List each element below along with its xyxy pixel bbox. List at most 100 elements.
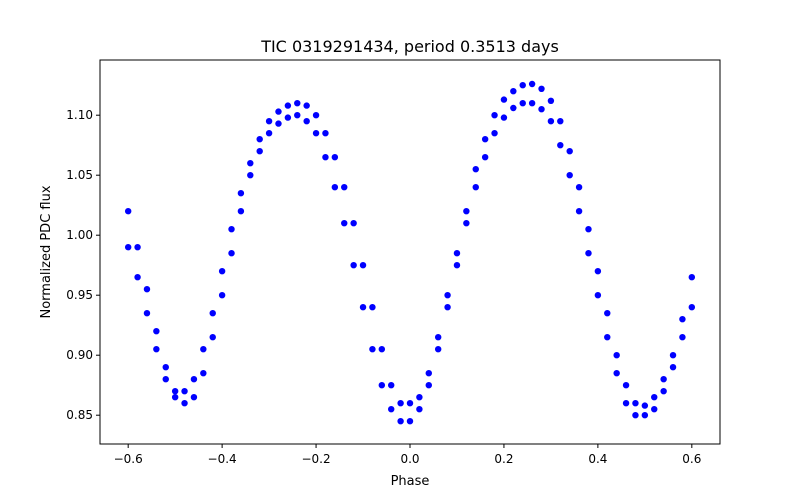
data-point <box>472 166 479 173</box>
data-point <box>632 400 639 407</box>
data-point <box>641 412 649 419</box>
data-point <box>228 226 235 233</box>
data-point <box>134 274 141 281</box>
data-point <box>369 346 376 353</box>
data-point <box>585 250 592 257</box>
data-point <box>228 250 235 257</box>
data-point <box>237 190 245 197</box>
data-point <box>679 334 686 341</box>
y-tick-label: 0.85 <box>66 408 93 422</box>
data-point <box>397 418 404 425</box>
data-point <box>463 208 470 215</box>
data-point <box>425 382 432 389</box>
data-point <box>200 370 207 377</box>
data-point <box>312 130 320 137</box>
data-point <box>463 220 470 227</box>
x-tick-label: 0.0 <box>400 452 419 466</box>
data-point <box>500 114 508 121</box>
data-point <box>604 310 611 317</box>
data-point <box>538 106 545 113</box>
data-point <box>153 328 160 335</box>
data-point <box>143 310 151 317</box>
data-point <box>575 184 583 191</box>
x-tick-label: −0.2 <box>301 452 330 466</box>
data-point <box>416 394 423 401</box>
data-point <box>190 394 198 401</box>
data-point <box>275 120 282 127</box>
data-point <box>651 394 658 401</box>
data-point <box>124 208 132 215</box>
data-point <box>218 292 226 299</box>
data-point <box>256 136 263 143</box>
data-point <box>660 388 667 395</box>
data-point <box>134 244 141 251</box>
data-point <box>566 148 573 155</box>
x-tick-label: 0.4 <box>588 452 607 466</box>
data-point <box>613 370 620 377</box>
data-point <box>359 304 367 311</box>
data-point <box>528 100 536 107</box>
data-point <box>528 80 536 88</box>
data-point <box>237 208 245 215</box>
data-point <box>209 334 216 341</box>
data-point <box>218 268 226 275</box>
data-point <box>143 286 151 293</box>
data-point <box>190 376 198 383</box>
data-point <box>200 346 207 353</box>
data-point <box>622 382 630 389</box>
data-point <box>491 130 498 137</box>
data-point <box>679 316 686 323</box>
data-point <box>547 97 555 105</box>
data-point <box>613 352 620 359</box>
x-tick-label: −0.6 <box>114 452 143 466</box>
x-axis-label: Phase <box>391 474 430 489</box>
data-point <box>425 370 432 377</box>
y-tick-label: 0.90 <box>66 348 93 362</box>
data-point <box>369 304 376 311</box>
data-point <box>688 274 696 281</box>
data-point <box>397 400 404 407</box>
data-point <box>453 262 461 269</box>
data-point <box>481 154 489 161</box>
data-point <box>284 102 292 109</box>
data-point <box>209 310 216 317</box>
data-point <box>651 406 658 413</box>
y-tick-label: 1.00 <box>66 228 93 242</box>
data-point <box>256 148 263 155</box>
data-point <box>519 100 526 107</box>
data-point <box>510 88 517 95</box>
data-point <box>557 118 564 125</box>
data-point <box>265 130 273 137</box>
data-point <box>669 352 677 359</box>
data-point <box>322 130 329 137</box>
data-points <box>124 80 696 425</box>
data-point <box>331 184 339 191</box>
y-tick-label: 1.05 <box>66 168 93 182</box>
data-point <box>434 334 442 341</box>
data-point <box>124 244 132 251</box>
data-point <box>566 172 573 179</box>
data-point <box>162 376 169 383</box>
data-point <box>406 400 414 407</box>
data-point <box>632 412 639 419</box>
y-tick-label: 0.95 <box>66 288 93 302</box>
data-point <box>171 394 179 401</box>
data-point <box>162 364 169 371</box>
data-point <box>660 376 667 383</box>
x-tick-label: 0.6 <box>682 452 701 466</box>
data-point <box>284 114 292 121</box>
y-axis-ticks: 0.85 0.90 0.95 1.00 1.05 1.10 <box>66 108 100 422</box>
x-tick-label: −0.4 <box>208 452 237 466</box>
data-point <box>416 406 423 413</box>
data-point <box>153 346 160 353</box>
data-point <box>557 142 564 149</box>
data-point <box>688 304 696 311</box>
data-point <box>171 388 179 395</box>
data-point <box>388 382 395 389</box>
data-point <box>341 184 348 191</box>
data-point <box>350 262 357 269</box>
data-point <box>594 268 602 275</box>
data-point <box>519 82 526 89</box>
data-point <box>378 346 386 353</box>
